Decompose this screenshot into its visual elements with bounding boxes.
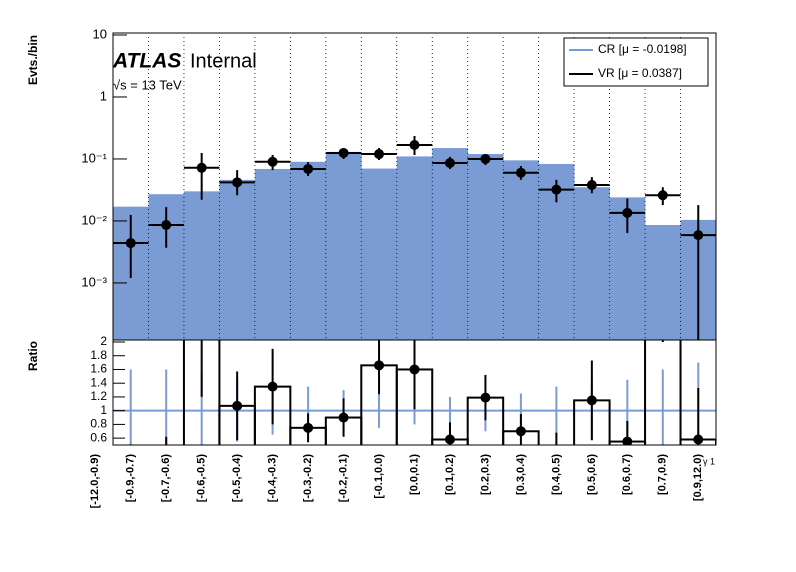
hist-bin <box>361 168 398 340</box>
data-point <box>551 184 562 195</box>
ratio-point <box>586 395 597 406</box>
legend-label: VR [μ = 0.0387] <box>598 66 682 80</box>
y-tick-label: 10⁻² <box>81 212 107 227</box>
hist-bin <box>183 191 220 340</box>
x-tick-label: [-0.6,-0.5) <box>196 454 208 503</box>
data-point <box>232 177 243 188</box>
ratio-point <box>303 422 314 433</box>
data-point <box>303 163 314 174</box>
data-point <box>480 153 491 164</box>
x-tick-label: [-0.5,-0.4) <box>231 454 243 503</box>
ratio-axis-title: Ratio <box>26 341 40 371</box>
x-tick-label: [-0.2,-0.1) <box>337 454 349 503</box>
ratio-plot-area <box>113 340 716 445</box>
x-tick-label: [0.7,0.9) <box>657 454 669 495</box>
x-tick-label: [-12.0,-0.9) <box>89 454 101 509</box>
data-point <box>586 180 597 191</box>
ratio-y-tick-label: 1.6 <box>90 362 107 376</box>
ratio-point <box>409 364 420 375</box>
ratio-point <box>693 434 704 445</box>
x-tick-label: [0.1,0.2) <box>444 454 456 495</box>
data-point <box>622 207 633 218</box>
hist-bin <box>503 160 539 340</box>
x-tick-label: [-0.9,-0.7) <box>125 454 137 503</box>
hist-bin <box>290 161 327 340</box>
x-axis-title: γ 1 <box>703 456 715 466</box>
ratio-y-tick-label: 1 <box>100 403 107 417</box>
x-tick-label: [-0.4,-0.3) <box>267 454 279 503</box>
ratio-point <box>480 392 491 403</box>
hist-bin <box>325 151 362 340</box>
ratio-point <box>444 434 455 445</box>
energy-label: √s = 13 TeV <box>113 77 182 92</box>
x-tick-label: [0.6,0.7) <box>621 454 633 495</box>
ratio-point <box>374 360 385 371</box>
data-point <box>409 139 420 150</box>
ratio-point <box>515 426 526 437</box>
experiment-label: ATLAS <box>112 50 181 73</box>
data-point <box>161 220 172 231</box>
data-point <box>444 158 455 169</box>
ratio-point <box>267 381 278 392</box>
data-point <box>515 167 526 178</box>
data-point <box>125 238 136 249</box>
x-tick-label: [0.9,12.0) <box>692 454 704 501</box>
ratio-y-tick-label: 1.8 <box>90 348 107 362</box>
legend: CR [μ = -0.0198] VR [μ = 0.0387] <box>563 37 709 87</box>
x-tick-label: [0.4,0.5) <box>550 454 562 495</box>
x-tick-label: [0.0,0.1) <box>408 454 420 495</box>
data-point <box>196 162 207 173</box>
ratio-y-tick-label: 0.6 <box>90 430 107 444</box>
x-tick-label: [-0.3,-0.2) <box>302 454 314 503</box>
hist-bin <box>645 225 681 340</box>
legend-box <box>563 37 709 87</box>
hist-bin <box>467 154 504 340</box>
ratio-step <box>182 340 221 445</box>
y-tick-label: 10⁻¹ <box>81 150 107 165</box>
ratio-y-tick-label: 0.8 <box>90 417 107 431</box>
y-tick-label: 10⁻³ <box>81 274 107 289</box>
ratio-y-tick-label: 1.4 <box>90 375 107 389</box>
status-label: Internal <box>190 50 257 72</box>
ratio-y-tick-label: 1.2 <box>90 389 107 403</box>
y-tick-label: 10 <box>93 26 107 41</box>
top-plot-area <box>113 35 716 340</box>
hist-bin <box>219 179 256 340</box>
y-tick-label: 1 <box>100 88 107 103</box>
hist-bin <box>432 148 469 340</box>
x-tick-label: [0.3,0.4) <box>515 454 527 495</box>
ratio-point <box>622 436 633 445</box>
x-tick-label: [0.5,0.6) <box>586 454 598 495</box>
legend-label: CR [μ = -0.0198] <box>598 42 687 56</box>
hist-bin <box>574 187 610 340</box>
data-point <box>657 190 668 201</box>
ratio-step <box>644 340 682 445</box>
ratio-frame <box>112 339 717 446</box>
data-point <box>267 156 278 167</box>
data-point <box>374 149 385 160</box>
axes: 10110⁻¹10⁻²10⁻³0.60.811.21.41.61.82[-12.… <box>81 26 704 508</box>
y-axis-title: Evts./bin <box>26 35 40 85</box>
data-point <box>338 147 349 158</box>
ratio-point <box>232 400 243 411</box>
data-point <box>693 230 704 241</box>
ratio-y-tick-label: 2 <box>100 334 107 348</box>
x-tick-label: [-0.7,-0.6) <box>160 454 172 503</box>
hist-bin <box>396 156 433 340</box>
x-tick-label: [0.2,0.3) <box>479 454 491 495</box>
x-tick-label: [-0.1,0.0) <box>373 454 385 499</box>
hist-bin <box>254 168 291 340</box>
ratio-point <box>338 412 349 423</box>
